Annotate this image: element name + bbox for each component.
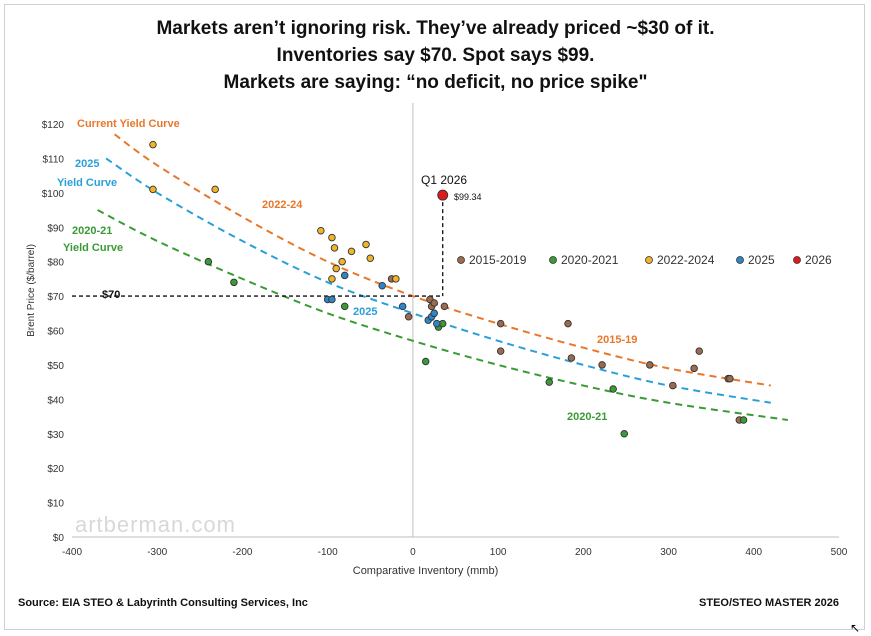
data-point xyxy=(366,254,375,262)
y-tick-label: $40 xyxy=(47,395,64,406)
data-point xyxy=(330,244,339,252)
data-point xyxy=(332,264,340,273)
y-tick-label: $90 xyxy=(47,223,64,234)
annotation-99-34: $99.34 xyxy=(454,192,482,202)
data-point xyxy=(338,257,346,266)
legend-marker xyxy=(645,256,653,264)
annotation-2022-24: 2022-24 xyxy=(262,199,303,211)
legend-marker xyxy=(549,256,557,264)
y-tick-label: $120 xyxy=(42,120,65,131)
x-axis-title: Comparative Inventory (mmb) xyxy=(353,565,499,577)
data-point xyxy=(646,361,654,369)
x-tick-label: 0 xyxy=(410,547,416,558)
data-point xyxy=(362,240,370,249)
data-point xyxy=(598,361,606,369)
y-tick-label: $110 xyxy=(42,154,64,165)
data-point xyxy=(317,226,325,235)
right-footer: STEO/STEO MASTER 2026 xyxy=(699,597,839,609)
y-tick-label: $60 xyxy=(47,327,64,338)
legend-marker xyxy=(457,256,465,264)
legend-label: 2022-2024 xyxy=(657,253,715,267)
x-tick-label: 200 xyxy=(575,547,592,558)
y-tick-label: $70 xyxy=(47,292,64,303)
annotation-2015-19: 2015-19 xyxy=(597,334,637,346)
data-point xyxy=(340,302,349,311)
data-point xyxy=(392,275,400,283)
x-tick-label: 400 xyxy=(745,547,762,558)
data-point xyxy=(211,185,219,194)
data-point xyxy=(378,282,386,290)
legend-label: 2025 xyxy=(748,253,775,267)
y-tick-label: $0 xyxy=(53,533,65,544)
x-tick-label: 500 xyxy=(831,547,848,558)
data-point xyxy=(564,319,572,328)
cursor-icon: ↖ xyxy=(850,621,861,635)
data-point xyxy=(695,347,703,355)
x-tick-label: -400 xyxy=(62,547,82,558)
data-point xyxy=(496,319,505,328)
data-point xyxy=(347,247,356,256)
data-point xyxy=(398,302,407,311)
watermark: artberman.com xyxy=(75,512,236,537)
annotation-2020-21: 2020-21 xyxy=(567,411,607,423)
data-point xyxy=(328,233,336,242)
data-point xyxy=(149,140,157,149)
legend-label: 2020-2021 xyxy=(561,253,619,267)
data-point xyxy=(230,278,238,287)
data-point xyxy=(726,374,734,383)
data-point xyxy=(690,364,698,373)
yield-curve-1 xyxy=(105,157,771,404)
y-tick-label: $100 xyxy=(42,189,65,200)
y-tick-label: $50 xyxy=(47,361,64,372)
legend-marker xyxy=(793,256,801,264)
y-tick-label: $10 xyxy=(47,499,64,510)
annotation-2020-21-yield-curve: Yield Curve xyxy=(63,242,123,254)
annotation-q1-2026: Q1 2026 xyxy=(421,173,467,187)
data-point xyxy=(430,299,438,307)
x-tick-label: -100 xyxy=(318,547,338,558)
source-note: Source: EIA STEO & Labyrinth Consulting … xyxy=(18,597,308,609)
legend-marker xyxy=(736,256,744,264)
data-point xyxy=(437,189,449,201)
legend-label: 2026 xyxy=(805,253,832,267)
data-point xyxy=(404,312,413,321)
annotation-2025-yield: 2025 xyxy=(75,158,99,170)
data-point xyxy=(430,309,438,318)
data-point xyxy=(567,354,576,362)
data-point xyxy=(433,319,441,328)
data-point xyxy=(204,257,213,266)
data-point xyxy=(149,185,157,194)
x-tick-label: -300 xyxy=(147,547,167,558)
x-tick-label: -200 xyxy=(232,547,252,558)
yield-curve-2 xyxy=(97,209,789,421)
data-point xyxy=(669,381,677,390)
y-tick-label: $30 xyxy=(47,430,64,441)
legend-label: 2015-2019 xyxy=(469,253,527,267)
y-tick-label: $80 xyxy=(47,258,64,269)
x-tick-label: 100 xyxy=(490,547,507,558)
x-tick-label: 300 xyxy=(660,547,677,558)
annotation-70: $70 xyxy=(102,289,120,301)
data-point xyxy=(496,347,505,355)
y-tick-label: $20 xyxy=(47,464,64,475)
y-axis-title: Brent Price ($/barrel) xyxy=(26,244,37,337)
data-point xyxy=(739,416,748,424)
title-line-1: Markets aren’t ignoring risk. They’ve al… xyxy=(156,18,715,39)
data-point xyxy=(328,295,336,304)
data-point xyxy=(328,275,336,283)
title-line-2: Inventories say $70. Spot says $99. xyxy=(276,45,595,66)
data-point xyxy=(340,271,349,280)
annotation-current-yield-curve: Current Yield Curve xyxy=(77,118,180,130)
title-line-3: Markets are saying: “no deficit, no pric… xyxy=(223,72,648,93)
data-point xyxy=(620,430,628,438)
data-point xyxy=(609,385,617,393)
data-point xyxy=(545,378,553,386)
data-point xyxy=(440,302,449,311)
annotation-2025: 2025 xyxy=(353,306,377,318)
annotation-2025-yield-curve: Yield Curve xyxy=(57,177,117,189)
annotation-2020-21-yield: 2020-21 xyxy=(72,225,112,237)
data-point xyxy=(421,357,430,366)
